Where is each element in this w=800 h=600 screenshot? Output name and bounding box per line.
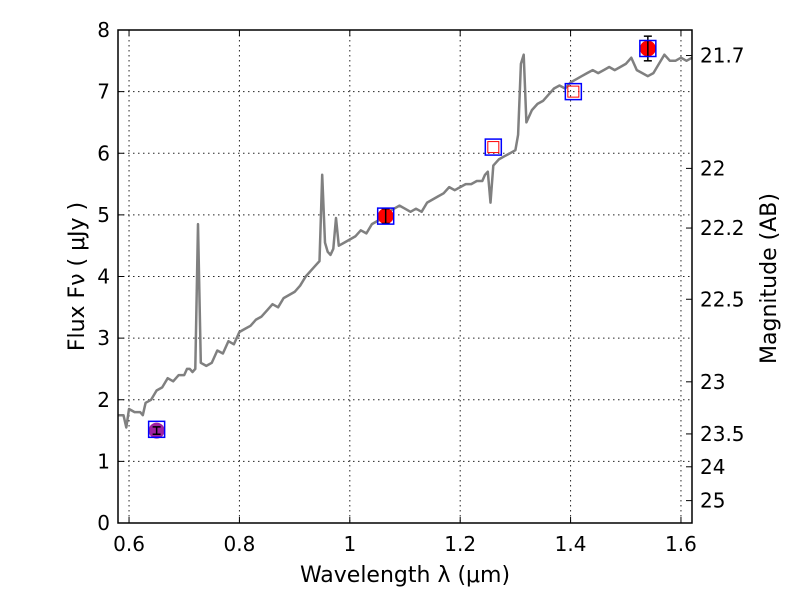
spectrum-line — [118, 53, 693, 429]
upper-limit-marker — [487, 141, 500, 154]
marker-layer — [147, 35, 657, 439]
y-tick-label: 6 — [97, 141, 110, 165]
y2-tick-label: 21.7 — [700, 44, 745, 68]
y-tick-label: 4 — [97, 265, 110, 289]
y-axis-label: Flux Fν ( μJy ) — [65, 202, 90, 351]
x-tick-label: 1 — [343, 532, 356, 556]
x-tick-label: 0.6 — [113, 532, 145, 556]
y-tick-label: 3 — [97, 326, 110, 350]
y2-tick-label: 25 — [700, 489, 725, 513]
y2-tick-label: 24 — [700, 455, 725, 479]
y-tick-label: 0 — [97, 511, 110, 535]
x-tick-label: 1.4 — [555, 532, 587, 556]
y2-tick-label: 23.5 — [700, 422, 745, 446]
model-box-marker — [639, 39, 657, 58]
upper-limit-marker — [567, 85, 580, 98]
tick-layer: 0.6 0.8 1 1.2 1.4 1.601234567821.72222.222.52… — [97, 18, 744, 556]
model-box-marker — [376, 207, 395, 225]
y2-axis-label: Magnitude (AB) — [757, 193, 782, 364]
y-tick-label: 2 — [97, 388, 110, 412]
x-tick-label: 1.2 — [444, 532, 476, 556]
model-box-marker — [564, 82, 583, 101]
model-box-marker — [484, 138, 503, 156]
y2-tick-label: 22.5 — [700, 287, 745, 311]
y-tick-label: 1 — [97, 449, 110, 473]
x-axis-label: Wavelength λ (μm) — [300, 563, 510, 588]
y2-tick-label: 22.2 — [700, 216, 745, 240]
model-box-marker — [147, 420, 166, 439]
y2-tick-label: 23 — [700, 370, 725, 394]
grid-layer — [118, 29, 692, 524]
x-tick-label: 1.6 — [665, 532, 697, 556]
y-tick-label: 8 — [97, 18, 110, 42]
y2-tick-label: 22 — [700, 156, 725, 180]
y-tick-label: 5 — [97, 203, 110, 227]
x-tick-label: 0.8 — [224, 532, 256, 556]
y-tick-label: 7 — [97, 80, 110, 104]
spectrum-layer — [118, 53, 693, 429]
